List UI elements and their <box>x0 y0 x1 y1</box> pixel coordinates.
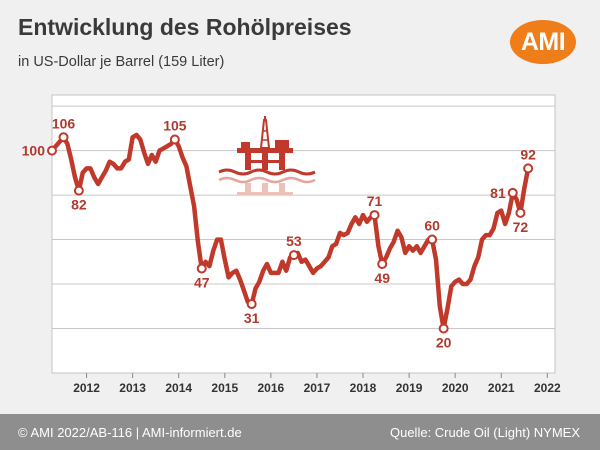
ami-logo: AMI <box>510 20 576 64</box>
data-point-marker <box>288 250 299 261</box>
data-label: 82 <box>71 197 87 213</box>
data-point-marker <box>58 132 69 143</box>
x-tick-label: 2015 <box>211 381 238 395</box>
data-label: 81 <box>490 185 506 201</box>
data-label: 60 <box>424 218 440 234</box>
data-label: 49 <box>374 270 390 286</box>
data-label: 20 <box>436 335 452 351</box>
line-chart: 2012 2013 2014 2015 2016 2017 2018 2019 2020 2021… <box>22 94 561 395</box>
x-tick-label: 2020 <box>442 381 469 395</box>
footer-bar: © AMI 2022/AB-116 | AMI-informiert.de Qu… <box>0 414 600 450</box>
data-markers: 100 106 82 105 47 31 53 71 49 60 20 81 72 92 <box>22 115 536 350</box>
data-point-marker <box>169 134 180 145</box>
data-point-marker <box>73 185 84 196</box>
data-label: 47 <box>194 274 210 290</box>
oil-rig-icon <box>218 116 316 195</box>
data-point-marker <box>246 299 257 310</box>
data-point-marker <box>523 163 534 174</box>
data-label: 72 <box>513 219 529 235</box>
data-label: 105 <box>163 117 187 133</box>
data-point-marker <box>438 323 449 334</box>
data-point-marker <box>369 210 380 221</box>
chart-title: Entwicklung des Rohölpreises <box>18 14 352 40</box>
data-point-marker <box>427 234 438 245</box>
data-label: 53 <box>286 233 302 249</box>
x-tick-label: 2014 <box>165 381 192 395</box>
data-label: 100 <box>22 143 46 159</box>
footer-source: Quelle: Crude Oil (Light) NYMEX <box>389 425 580 440</box>
data-point-marker <box>47 145 57 156</box>
x-tick-label: 2013 <box>119 381 146 395</box>
gridlines <box>52 105 555 330</box>
x-tick-label: 2012 <box>73 381 100 395</box>
data-point-marker <box>515 207 526 218</box>
chart-subtitle: in US-Dollar je Barrel (159 Liter) <box>18 54 225 70</box>
data-label: 92 <box>520 146 536 162</box>
data-point-marker <box>196 263 207 274</box>
data-label: 71 <box>367 193 383 209</box>
data-label: 106 <box>52 115 76 131</box>
x-tick-label: 2022 <box>534 381 561 395</box>
data-label: 31 <box>244 310 260 326</box>
x-tick-label: 2018 <box>350 381 377 395</box>
footer-copyright: © AMI 2022/AB-116 | AMI-informiert.de <box>18 425 242 440</box>
x-tick-label: 2017 <box>304 381 331 395</box>
x-tick-label: 2021 <box>488 381 515 395</box>
plot-area <box>51 94 556 374</box>
data-point-marker <box>507 187 518 198</box>
x-tick-label: 2016 <box>258 381 285 395</box>
data-point-marker <box>377 259 388 270</box>
x-tick-label: 2019 <box>396 381 423 395</box>
x-axis-ticks: 2012 2013 2014 2015 2016 2017 2018 2019 2020 2021… <box>73 373 561 395</box>
